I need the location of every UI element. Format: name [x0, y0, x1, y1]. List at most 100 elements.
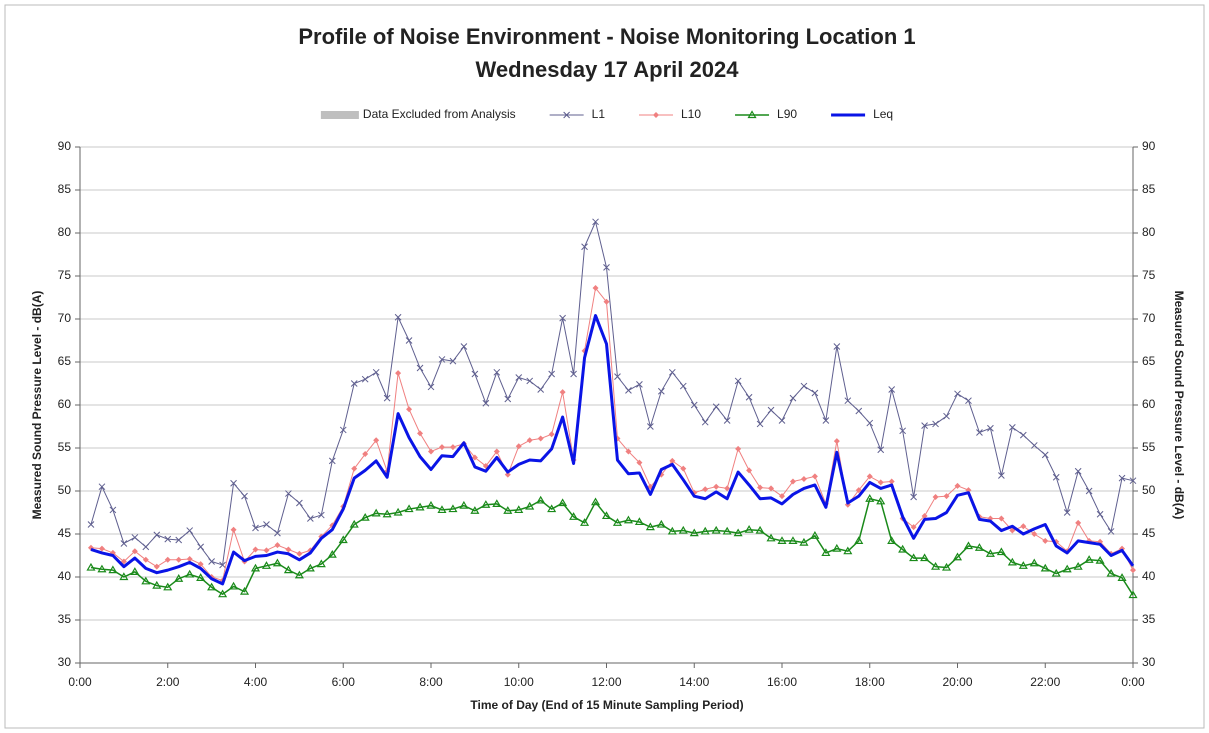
marker	[1073, 561, 1083, 570]
marker	[887, 536, 897, 544]
marker	[833, 438, 840, 445]
marker	[700, 526, 710, 535]
y2-tick-label: 30	[1142, 655, 1156, 669]
marker	[603, 264, 610, 271]
marker	[909, 553, 919, 562]
marker	[536, 495, 546, 504]
x-tick-label: 2:00	[156, 675, 180, 689]
marker	[1020, 523, 1027, 530]
marker	[888, 386, 896, 393]
marker	[548, 431, 555, 438]
marker	[866, 419, 874, 427]
marker	[954, 482, 961, 489]
marker	[316, 559, 326, 568]
marker	[470, 506, 480, 514]
marker	[777, 536, 787, 544]
marker	[724, 485, 731, 492]
marker	[417, 430, 424, 437]
marker	[756, 420, 764, 428]
marker	[153, 563, 160, 570]
y2-tick-label: 40	[1142, 569, 1156, 583]
x-tick-label: 22:00	[1030, 675, 1060, 689]
legend: Data Excluded from Analysis L1 L10 L90 Leq	[320, 107, 893, 121]
marker	[438, 444, 445, 451]
marker	[526, 437, 533, 444]
marker	[634, 517, 644, 526]
marker	[427, 383, 435, 391]
marker	[667, 526, 677, 535]
marker	[701, 418, 709, 426]
marker	[515, 443, 522, 450]
marker	[294, 570, 304, 579]
marker	[448, 504, 458, 513]
marker	[722, 526, 732, 535]
marker	[920, 553, 930, 562]
marker	[590, 497, 601, 506]
legend-swatch	[320, 111, 359, 119]
y2-tick-label: 35	[1142, 612, 1156, 626]
marker	[109, 506, 117, 514]
marker	[317, 511, 325, 519]
marker	[800, 382, 808, 390]
marker	[416, 364, 424, 372]
x-axis-title: Time of Day (End of 15 Minute Sampling P…	[470, 698, 743, 712]
marker	[525, 501, 535, 510]
marker	[963, 541, 974, 550]
marker	[766, 533, 776, 542]
marker	[1042, 537, 1049, 544]
marker	[239, 586, 250, 595]
marker	[943, 493, 950, 500]
marker	[910, 493, 917, 501]
marker	[559, 389, 566, 396]
marker	[86, 562, 96, 571]
marker	[811, 389, 819, 397]
marker	[120, 540, 128, 547]
marker	[186, 555, 193, 562]
legend-item: L1	[549, 107, 605, 121]
marker	[668, 368, 676, 376]
marker	[493, 448, 500, 455]
marker	[186, 527, 194, 534]
marker	[164, 535, 172, 543]
marker	[208, 558, 215, 565]
marker	[382, 509, 392, 518]
marker	[657, 387, 665, 395]
marker	[580, 518, 590, 526]
marker	[1029, 558, 1039, 567]
marker	[998, 515, 1005, 522]
marker	[1063, 509, 1071, 516]
marker	[263, 547, 270, 554]
x-tick-label: 20:00	[942, 675, 972, 689]
marker	[1075, 519, 1082, 526]
marker	[437, 505, 447, 514]
marker	[976, 429, 983, 436]
y2-tick-label: 90	[1142, 139, 1156, 153]
legend-item: Leq	[831, 107, 893, 121]
marker	[296, 499, 303, 507]
marker	[87, 521, 95, 528]
marker	[350, 380, 358, 387]
y-tick-label: 40	[58, 569, 72, 583]
legend-item: Data Excluded from Analysis	[320, 107, 516, 121]
marker	[404, 504, 414, 513]
y-tick-label: 45	[58, 526, 72, 540]
marker	[327, 549, 337, 558]
marker	[360, 512, 370, 521]
marker	[153, 531, 161, 539]
y-tick-label: 85	[58, 182, 72, 196]
marker	[119, 572, 129, 581]
marker	[932, 494, 939, 501]
marker	[932, 420, 939, 428]
marker	[854, 536, 864, 544]
marker	[998, 472, 1005, 479]
marker	[810, 531, 820, 539]
x-tick-label: 10:00	[504, 675, 534, 689]
y-tick-label: 30	[58, 655, 72, 669]
marker	[581, 243, 588, 251]
chart-title: Profile of Noise Environment - Noise Mon…	[298, 24, 915, 49]
marker	[548, 370, 556, 378]
marker	[1095, 555, 1105, 564]
marker	[843, 546, 853, 555]
marker	[415, 502, 425, 511]
